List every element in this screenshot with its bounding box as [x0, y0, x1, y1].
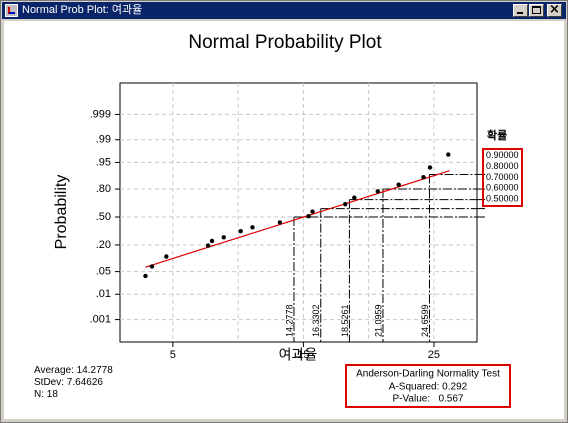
percentile-value-label: 14.2778 — [284, 304, 294, 337]
y-tick-label: .001 — [90, 314, 111, 326]
summary-n: N: 18 — [34, 389, 58, 400]
normal-probability-plot: Normal Probability Plot .001 .01 .05 .20 .50… — [34, 32, 523, 408]
data-point — [238, 228, 243, 234]
data-point — [342, 202, 348, 207]
data-point — [221, 235, 226, 240]
data-point — [375, 189, 380, 194]
normality-test-title: Anderson-Darling Normality Test — [356, 369, 500, 380]
maximize-button[interactable] — [529, 4, 544, 17]
close-button[interactable] — [547, 2, 562, 17]
percentile-header: 확률 — [487, 128, 507, 142]
data-point — [277, 220, 283, 225]
data-point — [149, 264, 155, 269]
minitab-app-icon[interactable] — [5, 4, 18, 17]
percentile-probability-label: 0.80000 — [486, 161, 519, 171]
minimize-button[interactable] — [513, 4, 528, 17]
data-point — [306, 213, 311, 219]
x-tick-label: 25 — [428, 349, 440, 361]
summary-average: Average: 14.2778 — [34, 365, 113, 376]
data-point — [446, 152, 451, 157]
normality-test-a-squared: A-Squared: 0.292 — [389, 382, 468, 393]
data-point — [421, 174, 426, 180]
data-point — [427, 165, 433, 170]
percentile-probability-label: 0.90000 — [486, 150, 519, 160]
x-tick-label: 15 — [297, 349, 309, 361]
y-tick-label: .95 — [96, 156, 111, 168]
data-point — [396, 182, 401, 187]
percentile-value-label: 24.6599 — [420, 304, 430, 337]
y-tick-label: .80 — [96, 183, 111, 195]
data-point — [310, 209, 315, 214]
percentile-probability-label: 0.70000 — [486, 172, 519, 182]
window-title: Normal Prob Plot: 여과율 — [22, 4, 143, 16]
percentile-probability-label: 0.60000 — [486, 183, 519, 193]
percentile-probability-label: 0.50000 — [486, 193, 519, 203]
data-point — [205, 243, 211, 248]
normality-test-box — [345, 364, 511, 408]
title-bar[interactable]: Normal Prob Plot: 여과율 — [2, 2, 566, 19]
y-tick-label: .99 — [96, 134, 111, 146]
graph-window-content: Normal Probability Plot .001 .01 .05 .20 .50… — [4, 21, 564, 419]
plot-area — [119, 82, 478, 343]
y-tick-label: .20 — [96, 239, 111, 251]
data-point — [164, 254, 169, 259]
y-tick-label: .999 — [90, 108, 111, 120]
y-tick-label: .50 — [96, 211, 111, 223]
percentile-value-label: 18.5261 — [340, 304, 350, 337]
data-point — [209, 238, 215, 244]
percentile-box — [482, 148, 523, 207]
percentile-value-label: 16.3302 — [311, 304, 321, 337]
data-point — [352, 195, 357, 200]
normality-test-p-value: P-Value: 0.567 — [393, 394, 464, 405]
x-tick-label: 5 — [170, 349, 176, 361]
data-point — [143, 273, 148, 279]
percentile-value-label: 21.0959 — [373, 304, 383, 337]
data-point — [250, 225, 255, 230]
y-tick-label: .05 — [96, 266, 111, 278]
chart-title: Normal Probability Plot — [188, 32, 382, 53]
y-axis-label: Probability — [53, 175, 70, 250]
x-axis-label: 여과율 — [279, 347, 318, 363]
y-tick-label: .01 — [96, 288, 111, 300]
summary-stdev: StDev: 7.64626 — [34, 377, 103, 388]
